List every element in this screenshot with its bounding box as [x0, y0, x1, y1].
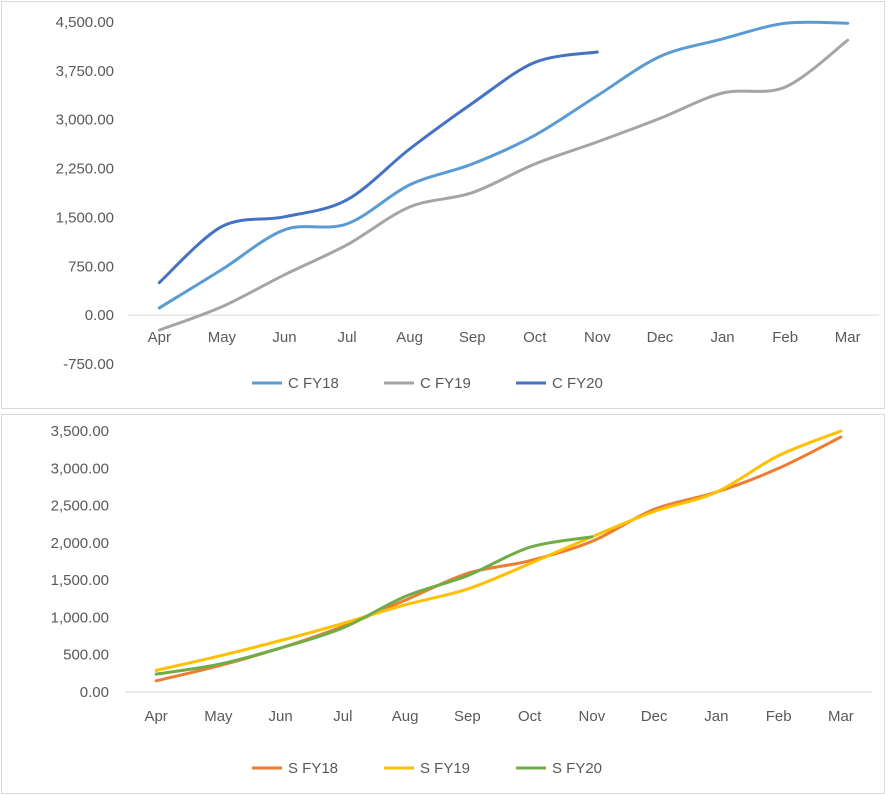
x-tick-label: Jun: [269, 708, 293, 725]
y-tick-label: 500.00: [63, 647, 109, 664]
y-tick-label: 1,000.00: [51, 609, 109, 626]
y-tick-label: 4,500.00: [56, 14, 114, 31]
x-tick-label: Jan: [710, 329, 734, 346]
series-line-s-fy18: [154, 435, 843, 683]
x-tick-label: Feb: [766, 708, 792, 725]
x-tick-label: Oct: [523, 329, 547, 346]
y-tick-label: 2,000.00: [51, 535, 109, 552]
x-tick-label: Dec: [647, 329, 674, 346]
series-line-c-fy18: [157, 20, 850, 310]
legend-label: C FY20: [552, 375, 603, 392]
legend-label: C FY19: [420, 375, 471, 392]
chart-bottom-panel: 3,500.00 3,000.00 2,500.00 2,000.00 1,500.00…: [1, 414, 885, 794]
series-line-s-fy19: [154, 429, 843, 672]
x-tick-label: Oct: [518, 708, 542, 725]
legend-label: S FY18: [288, 760, 338, 777]
chart-top-panel: 4,500.00 3,750.00 3,000.00 2,250.00 1,500.00…: [1, 1, 885, 409]
y-tick-label: 2,250.00: [56, 161, 114, 178]
x-tick-label: Mar: [835, 329, 861, 346]
x-tick-label: Nov: [579, 708, 606, 725]
x-tick-label: May: [208, 329, 237, 346]
y-tick-label: 3,000.00: [56, 112, 114, 129]
x-tick-label: Jan: [704, 708, 728, 725]
x-tick-label: Aug: [392, 708, 419, 725]
y-tick-label: -750.00: [63, 356, 114, 373]
legend-label: C FY18: [288, 375, 339, 392]
legend-label: S FY19: [420, 760, 470, 777]
x-tick-label: Dec: [641, 708, 668, 725]
x-tick-label: Sep: [459, 329, 486, 346]
y-tick-label: 1,500.00: [51, 572, 109, 589]
series-line-c-fy19: [157, 38, 850, 332]
y-tick-label: 750.00: [68, 258, 114, 275]
x-tick-label: Jul: [337, 329, 356, 346]
y-tick-label: 3,750.00: [56, 63, 114, 80]
y-tick-label: 3,500.00: [51, 423, 109, 440]
x-tick-label: Nov: [584, 329, 611, 346]
y-tick-label: 3,000.00: [51, 460, 109, 477]
x-tick-label: Apr: [148, 329, 171, 346]
x-tick-label: Feb: [772, 329, 798, 346]
y-tick-label: 1,500.00: [56, 209, 114, 226]
y-tick-label: 2,500.00: [51, 498, 109, 515]
chart-bottom-svg: 3,500.00 3,000.00 2,500.00 2,000.00 1,500.00…: [51, 423, 872, 777]
x-tick-label: Sep: [454, 708, 481, 725]
series-line-s-fy20: [154, 535, 594, 676]
legend-label: S FY20: [552, 760, 602, 777]
x-tick-label: May: [204, 708, 233, 725]
y-tick-label: 0.00: [85, 307, 114, 324]
series-line-c-fy20: [157, 50, 599, 285]
chart-top-svg: 4,500.00 3,750.00 3,000.00 2,250.00 1,500.00…: [56, 14, 879, 392]
x-tick-label: Jun: [272, 329, 296, 346]
x-tick-label: Apr: [144, 708, 167, 725]
y-tick-label: 0.00: [80, 684, 109, 701]
x-tick-label: Jul: [333, 708, 352, 725]
x-tick-label: Aug: [396, 329, 423, 346]
x-tick-label: Mar: [828, 708, 854, 725]
